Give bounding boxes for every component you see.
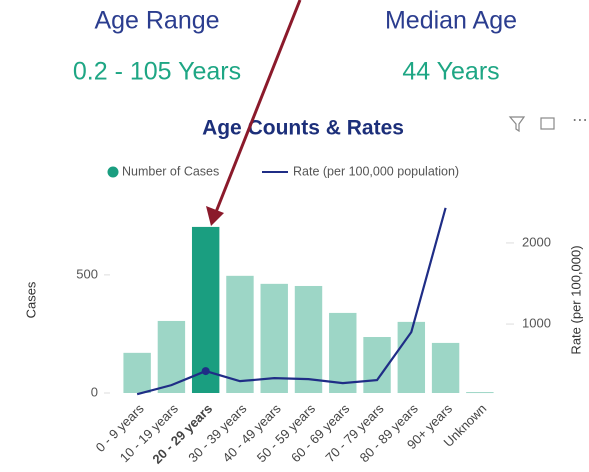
legend-label: Number of Cases — [122, 164, 219, 178]
y2-tick-label: 1000 — [522, 315, 551, 330]
y-tick-label: 500 — [76, 266, 98, 281]
bar — [260, 283, 288, 393]
bar — [294, 285, 323, 393]
bar — [123, 352, 151, 393]
plot: 0 500 1000 2000 Number of Cases Rate (per 100… — [76, 164, 551, 466]
y-axis-title: Cases — [23, 281, 38, 318]
bar — [191, 226, 220, 393]
bar — [226, 275, 254, 393]
bar — [329, 312, 357, 393]
focus-icon[interactable] — [540, 117, 555, 130]
y2-tick-label: 2000 — [522, 234, 551, 249]
legend-marker — [107, 166, 119, 178]
more-icon[interactable]: ⋯ — [572, 112, 588, 129]
card-value: 0.2 - 105 Years — [73, 58, 241, 86]
bar — [431, 342, 460, 393]
line-point — [201, 367, 210, 376]
annotation-arrow — [206, 0, 302, 226]
bar — [466, 392, 494, 394]
chart-title: Age Counts & Rates — [202, 117, 404, 140]
bar — [363, 337, 391, 393]
line — [136, 207, 447, 396]
card-value: 44 Years — [402, 58, 499, 86]
filter-icon[interactable] — [508, 116, 526, 133]
y2-axis-title: Rate (per 100,000) — [568, 245, 583, 354]
card-title: Age Range — [94, 7, 219, 35]
y-tick-label: 0 — [91, 384, 98, 399]
legend-label: Rate (per 100,000 population) — [293, 164, 459, 178]
card-title: Median Age — [385, 7, 517, 35]
